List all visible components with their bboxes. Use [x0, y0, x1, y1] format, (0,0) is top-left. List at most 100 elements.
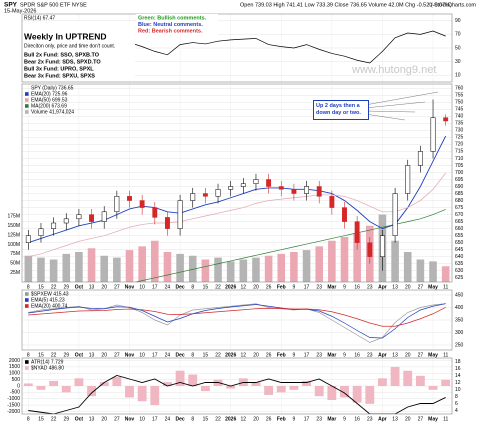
volume-bar [441, 266, 450, 282]
x-tick-label: 24 [165, 284, 171, 290]
y-tick-label: 10 [455, 73, 461, 79]
volume-bar [151, 240, 159, 282]
volume-bar [37, 257, 45, 282]
y-tick-label: 175M [7, 214, 20, 220]
x-tick-label: 10 [139, 416, 145, 422]
x-tick-label: 29 [63, 352, 69, 358]
volume-bar [416, 259, 425, 282]
y-tick-label: 18 [455, 359, 461, 365]
x-tick-label: 17 [152, 284, 158, 290]
y-tick-label: 50M [10, 261, 20, 267]
volume-bar [264, 255, 273, 282]
x-tick-label: 11 [443, 416, 448, 422]
legend-swatch [25, 298, 29, 302]
comment-legend: Green: Bullish comments. [138, 15, 207, 21]
y-tick-label: 725 [455, 135, 464, 141]
breadth-bar [87, 386, 96, 397]
breadth-bar [289, 386, 299, 390]
candle-body [101, 211, 107, 222]
y-tick-label: 350 [455, 317, 464, 323]
comment-legend: Red: Bearish comments. [138, 28, 203, 34]
x-tick-label: 10 [139, 352, 145, 358]
panel-frame [21, 83, 453, 283]
x-tick-label: 22 [215, 416, 221, 422]
indicator-line [28, 303, 446, 343]
notes-box [23, 22, 135, 81]
y-tick-label: 14 [455, 373, 461, 379]
x-tick-label: 9 [293, 284, 296, 290]
x-tick-label: Apr [378, 416, 387, 422]
panel-frame [21, 13, 453, 83]
candle-body [253, 179, 259, 184]
x-tick-label: Dec [175, 416, 184, 422]
credit: © StockCharts.com [429, 1, 477, 8]
candle-body [430, 117, 436, 152]
watermark: www.hutong9.net [351, 64, 436, 76]
x-tick-label: 13 [89, 416, 95, 422]
x-tick-label: 8 [191, 352, 194, 358]
y-tick-label: -1000 [7, 396, 20, 402]
legend-label: MA(200) 673.69 [31, 103, 67, 109]
y-tick-label: 680 [455, 198, 464, 204]
y-tick-label: 25M [10, 270, 20, 276]
candle-body [89, 214, 95, 222]
panel-frame [21, 357, 453, 415]
x-tick-label: May [428, 352, 438, 358]
x-tick-label: 20 [101, 352, 107, 358]
breadth-bar [200, 386, 210, 392]
y-tick-label: 12 [455, 380, 461, 386]
x-tick-label: 27 [418, 352, 424, 358]
x-tick-label: May [428, 416, 438, 422]
y-tick-label: 8 [455, 394, 458, 400]
volume-bar [252, 257, 260, 282]
candle-body [367, 242, 373, 257]
breadth-bar [175, 370, 185, 386]
y-tick-label: 75M [10, 251, 20, 257]
candle-body [278, 186, 284, 190]
x-tick-label: 13 [89, 284, 95, 290]
candle-body [228, 186, 234, 190]
x-tick-label: 20 [253, 416, 259, 422]
candle-body [443, 117, 449, 122]
x-tick-label: 17 [152, 352, 158, 358]
x-tick-label: Apr [378, 352, 387, 358]
candle-body [405, 165, 411, 194]
y-tick-label: 745 [455, 107, 464, 113]
y-tick-label: 50 [455, 45, 461, 51]
x-tick-label: 26 [266, 352, 272, 358]
x-tick-label: 29 [63, 416, 69, 422]
candle-body [25, 235, 31, 243]
x-tick-label: 12 [241, 416, 247, 422]
volume-bar [125, 250, 134, 282]
legend-label: $SPXEW 415.43 [31, 291, 69, 297]
y-tick-label: 760 [455, 86, 464, 92]
breadth-bar [276, 386, 286, 393]
breadth-bar [137, 386, 147, 402]
y-tick-label: 2000 [9, 358, 20, 364]
volume-bar [188, 255, 197, 282]
x-tick-label: 15 [203, 416, 209, 422]
indicator-line [28, 303, 446, 339]
callout: Up 2 days then a down day or two. [313, 100, 369, 120]
y-tick-label: 630 [455, 268, 464, 274]
x-tick-label: 24 [165, 352, 171, 358]
candle-body [190, 193, 196, 201]
candle-body [164, 217, 170, 229]
breadth-bar [403, 370, 413, 386]
y-tick-label: 740 [455, 114, 464, 120]
breadth-bar [36, 386, 46, 390]
y-tick-label: 650 [455, 240, 464, 246]
x-tick-label: Oct [75, 284, 84, 290]
y-tick-label: 250 [455, 342, 464, 348]
symbol: SPY [4, 2, 18, 9]
volume-bar [302, 250, 311, 282]
x-tick-label: Feb [277, 416, 286, 422]
security-name: SPDR S&P 500 ETF NYSE [20, 2, 87, 8]
legend-swatch [25, 104, 29, 108]
breadth-bar [314, 386, 324, 397]
x-tick-label: 23 [316, 416, 322, 422]
notes-title: Weekly In UPTREND [24, 31, 107, 41]
x-tick-label: 16 [354, 416, 360, 422]
x-tick-label: 20 [253, 352, 259, 358]
x-tick-label: 23 [367, 284, 373, 290]
